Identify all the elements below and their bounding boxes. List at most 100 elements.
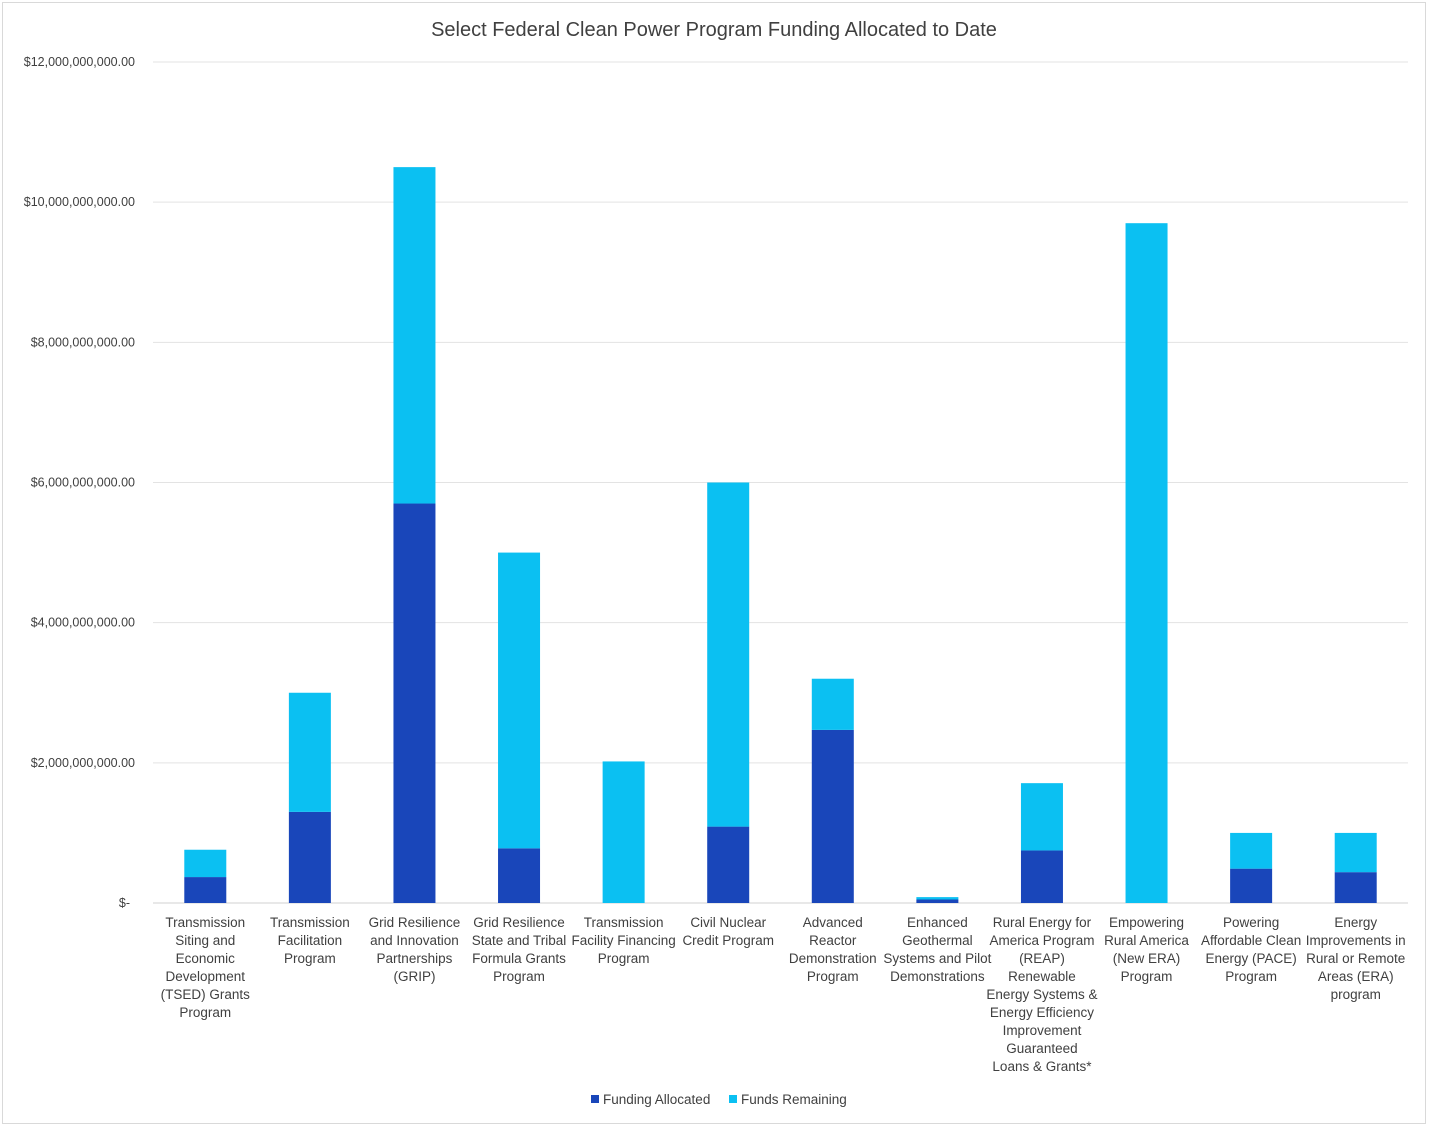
bar-funding-allocated xyxy=(393,503,436,903)
x-category-label-line: Energy xyxy=(1334,915,1377,930)
bar-funds-remaining xyxy=(498,552,541,849)
x-category-label-line: program xyxy=(1331,987,1381,1002)
x-category-label-line: Transmission xyxy=(584,915,664,930)
x-category-label-line: Partnerships xyxy=(377,951,453,966)
legend-label: Funding Allocated xyxy=(603,1092,710,1107)
legend-swatch xyxy=(729,1095,737,1103)
x-category-label-line: Transmission xyxy=(165,915,245,930)
y-axis-ticks: $- $2,000,000,000.00 $4,000,000,000.00 $6,0… xyxy=(24,55,135,910)
chart-title: Select Federal Clean Power Program Fundi… xyxy=(431,19,997,41)
x-category-label: Grid Resilience State and Tribal Formula G… xyxy=(472,915,567,984)
y-tick-label: $10,000,000,000.00 xyxy=(24,195,135,209)
x-category-label-line: Reactor xyxy=(809,933,857,948)
x-category-label: Enhanced Geothermal Systems and Pilot Demon… xyxy=(883,915,991,984)
x-category-label-line: Loans & Grants* xyxy=(992,1059,1092,1074)
x-category-label-line: Program xyxy=(598,951,650,966)
bar-funds-remaining xyxy=(916,897,959,900)
x-category-label-line: Systems and Pilot xyxy=(883,951,991,966)
legend: Funding Allocated Funds Remaining xyxy=(591,1092,847,1107)
bar-funding-allocated xyxy=(184,877,227,903)
x-category-label-line: Program xyxy=(284,951,336,966)
x-category-label-line: Transmission xyxy=(270,915,350,930)
x-category-label-line: Energy Systems & xyxy=(986,987,1097,1002)
x-category-label-line: (REAP) xyxy=(1019,951,1065,966)
bar-funds-remaining xyxy=(1230,832,1273,869)
bar-funds-remaining xyxy=(1125,223,1168,904)
y-tick-label: $12,000,000,000.00 xyxy=(24,55,135,69)
x-category-label-line: Program xyxy=(1225,969,1277,984)
x-category-label-line: Program xyxy=(179,1005,231,1020)
x-category-label-line: Guaranteed xyxy=(1006,1041,1077,1056)
x-category-label-line: Improvement xyxy=(1003,1023,1082,1038)
x-category-label-line: (New ERA) xyxy=(1113,951,1181,966)
x-category-label-line: Energy Efficiency xyxy=(990,1005,1094,1020)
x-category-label-line: Program xyxy=(807,969,859,984)
x-category-label: Rural Energy for America Program (REAP) Ren… xyxy=(986,915,1097,1074)
x-category-label-line: Rural or Remote xyxy=(1306,951,1405,966)
x-category-label-line: Formula Grants xyxy=(472,951,566,966)
x-category-label-line: Advanced xyxy=(803,915,863,930)
x-category-label: Transmission Siting and Economic Developmen… xyxy=(161,915,251,1020)
bar-funding-allocated xyxy=(1334,872,1377,903)
x-category-label: Grid Resilience and Innovation Partnership… xyxy=(369,915,461,984)
x-category-label: Advanced Reactor Demonstration Program xyxy=(789,915,877,984)
y-tick-label: $8,000,000,000.00 xyxy=(31,335,135,349)
x-category-label-line: and Innovation xyxy=(370,933,459,948)
bar-funds-remaining xyxy=(707,482,750,827)
x-category-label-line: Demonstration xyxy=(789,951,877,966)
x-category-label-line: Geothermal xyxy=(902,933,973,948)
x-category-label: Energy Improvements in Rural or Remote Area… xyxy=(1306,915,1406,1002)
x-category-label-line: Renewable xyxy=(1008,969,1076,984)
x-category-label-line: Enhanced xyxy=(907,915,968,930)
x-category-label-line: Energy (PACE) xyxy=(1205,951,1296,966)
bar-funding-allocated xyxy=(811,729,854,903)
x-category-label-line: Grid Resilience xyxy=(473,915,565,930)
x-category-label-line: Economic xyxy=(176,951,236,966)
bar-funds-remaining xyxy=(1334,832,1377,873)
x-category-label: Empowering Rural America (New ERA) Program xyxy=(1104,915,1189,984)
bar-funding-allocated xyxy=(916,899,959,903)
bar-funding-allocated xyxy=(1020,850,1063,903)
x-category-label: Civil Nuclear Credit Program xyxy=(682,915,774,948)
x-category-label: Powering Affordable Clean Energy (PACE) Pro… xyxy=(1201,915,1301,984)
bar-funding-allocated xyxy=(498,848,541,903)
bar-funds-remaining xyxy=(288,692,331,812)
x-category-label-line: Facility Financing xyxy=(571,933,675,948)
x-category-label-line: Areas (ERA) xyxy=(1318,969,1394,984)
x-category-label: Transmission Facilitation Program xyxy=(270,915,350,966)
y-tick-label: $4,000,000,000.00 xyxy=(31,616,135,630)
x-category-label-line: Improvements in xyxy=(1306,933,1406,948)
x-category-label-line: Program xyxy=(1121,969,1173,984)
x-category-label-line: Siting and xyxy=(175,933,235,948)
bar-funds-remaining xyxy=(811,678,854,730)
x-axis-categories: Transmission Siting and Economic Developmen… xyxy=(161,915,1406,1074)
y-tick-label: $2,000,000,000.00 xyxy=(31,756,135,770)
x-category-label-line: America Program xyxy=(989,933,1094,948)
x-category-label-line: Facilitation xyxy=(278,933,343,948)
x-category-label-line: (GRIP) xyxy=(393,969,435,984)
x-category-label-line: Rural Energy for xyxy=(993,915,1092,930)
x-category-label-line: Empowering xyxy=(1109,915,1184,930)
bar-funding-allocated xyxy=(1230,868,1273,903)
bar-funds-remaining xyxy=(1020,783,1063,851)
bar-funds-remaining xyxy=(393,167,436,504)
x-category-label-line: State and Tribal xyxy=(472,933,567,948)
bars xyxy=(184,167,1377,904)
x-category-label-line: Civil Nuclear xyxy=(690,915,766,930)
x-category-label-line: Demonstrations xyxy=(890,969,985,984)
x-category-label-line: Powering xyxy=(1223,915,1279,930)
x-category-label-line: Rural America xyxy=(1104,933,1189,948)
bar-funding-allocated xyxy=(707,826,750,903)
gridlines xyxy=(153,61,1408,904)
legend-swatch xyxy=(591,1095,599,1103)
x-category-label-line: Program xyxy=(493,969,545,984)
bar-funding-allocated xyxy=(288,811,331,903)
x-category-label-line: Grid Resilience xyxy=(369,915,461,930)
y-tick-label: $- xyxy=(119,896,130,910)
x-category-label: Transmission Facility Financing Program xyxy=(571,915,675,966)
x-category-label-line: Credit Program xyxy=(682,933,774,948)
x-category-label-line: Development xyxy=(166,969,246,984)
y-tick-label: $6,000,000,000.00 xyxy=(31,476,135,490)
